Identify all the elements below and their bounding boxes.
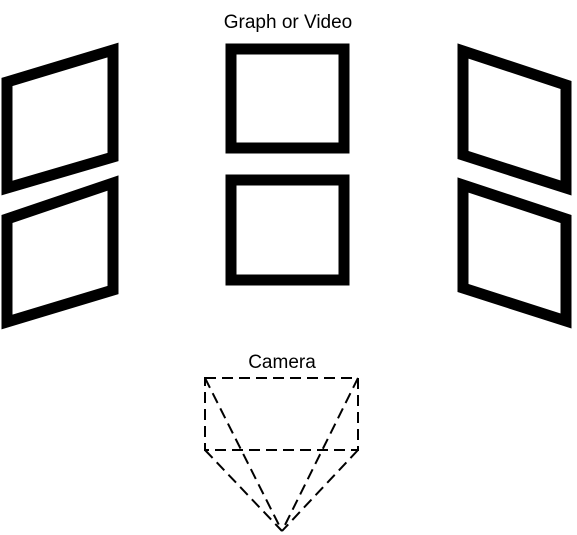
frustum-edge-1: [204, 377, 283, 532]
screen-right-bottom: [457, 177, 572, 329]
screen-center-top: [225, 43, 350, 154]
frustum-edge-2: [281, 377, 359, 532]
screens-title: Graph or Video: [224, 12, 353, 33]
camera-label: Camera: [248, 352, 316, 373]
camera-frustum-outline: [204, 377, 359, 451]
frustum-edge-4: [281, 449, 359, 532]
screen-right-top: [457, 43, 572, 196]
screen-left-bottom: [1, 175, 119, 330]
camera-frustum: [204, 377, 359, 532]
screen-left-top: [1, 42, 119, 196]
frustum-edge-3: [204, 449, 283, 532]
screen-center-bottom: [225, 174, 350, 286]
